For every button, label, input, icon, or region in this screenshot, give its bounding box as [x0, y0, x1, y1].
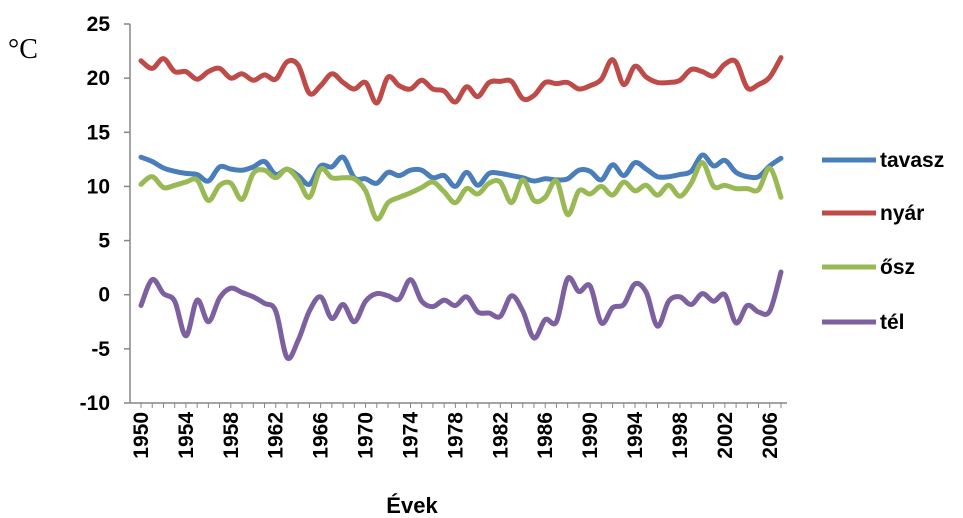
series-line-1	[138, 55, 784, 106]
y-tick-label: 15	[87, 121, 111, 144]
x-tick-label: 2006	[759, 412, 782, 459]
series-lines	[138, 55, 784, 361]
y-tick-label: 5	[98, 230, 110, 253]
x-tick-label: 1970	[355, 412, 378, 459]
y-tick-label: -10	[80, 392, 110, 415]
x-tick-label: 1994	[624, 412, 647, 459]
y-tick-label: 10	[87, 175, 110, 198]
x-tick-label: 1954	[175, 412, 198, 459]
y-tick-label: 25	[87, 13, 111, 36]
axes	[129, 24, 787, 404]
series-line-3	[138, 269, 784, 361]
x-tick-label: 2002	[714, 412, 737, 459]
x-tick-label: 1974	[399, 412, 422, 459]
x-axis-title: Évek	[386, 493, 438, 518]
legend-label-3: tél	[880, 311, 905, 334]
x-tick-label: 1958	[220, 412, 243, 459]
x-tick-label: 1962	[265, 412, 288, 459]
x-tick-label: 1990	[579, 412, 602, 459]
y-axis-ticks: -10 -5 0 5 10 15 20 25	[80, 13, 130, 415]
x-tick-label: 1986	[534, 412, 557, 459]
x-tick-label: 1978	[444, 412, 467, 459]
y-tick-label: -5	[91, 338, 110, 361]
legend-label-2: ősz	[880, 256, 915, 279]
x-axis-ticks: 1950 1954 1958 1962 1966 1970 1974 1978 1982 1986…	[130, 403, 782, 459]
x-tick-label: 1966	[310, 412, 333, 459]
legend-label-1: nyár	[880, 202, 924, 225]
legend: tavasz nyár ősz tél	[822, 149, 944, 334]
x-tick-label: 1950	[130, 412, 153, 459]
unit-label: °C	[8, 34, 38, 65]
y-tick-label: 20	[87, 67, 110, 90]
series-line-2	[138, 160, 784, 222]
legend-label-0: tavasz	[880, 149, 944, 172]
y-tick-label: 0	[98, 284, 110, 307]
series-line-0	[138, 152, 784, 189]
x-tick-label: 1982	[489, 412, 512, 459]
x-tick-label: 1998	[669, 412, 692, 459]
